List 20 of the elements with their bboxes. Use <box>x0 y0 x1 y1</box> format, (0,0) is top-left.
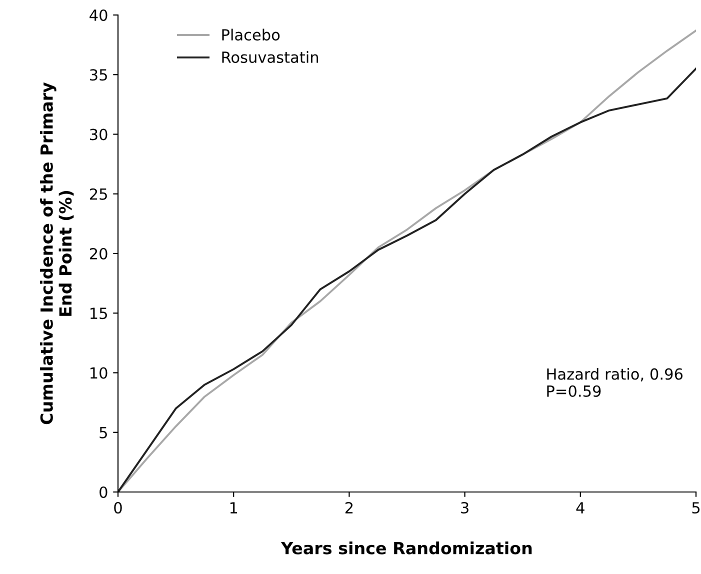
y-tick-label: 20 <box>90 248 108 260</box>
y-axis-title: Cumulative Incidence of the Primary End Point (%) <box>40 82 74 424</box>
y-tick-label: 10 <box>90 367 108 379</box>
y-tick-label: 30 <box>90 128 108 140</box>
annotation: Hazard ratio, 0.96 P=0.59 <box>547 368 683 397</box>
x-tick-label: 2 <box>345 502 353 514</box>
x-tick-label: 4 <box>576 502 584 514</box>
y-tick-label: 35 <box>90 69 107 81</box>
x-tick-label: 1 <box>230 502 238 514</box>
y-tick-label: 0 <box>100 486 108 498</box>
x-tick-label: 3 <box>461 502 468 514</box>
legend-label: Placebo <box>222 28 280 41</box>
y-tick-label: 5 <box>100 427 107 438</box>
legend-label: Rosuvastatin <box>222 51 318 63</box>
y-tick-label: 15 <box>90 308 107 320</box>
x-tick-label: 5 <box>692 502 700 514</box>
y-tick-label: 25 <box>90 188 107 200</box>
x-tick-label: 0 <box>114 502 122 514</box>
y-tick-label: 40 <box>90 9 108 22</box>
x-axis-title: Years since Randomization <box>280 542 532 554</box>
